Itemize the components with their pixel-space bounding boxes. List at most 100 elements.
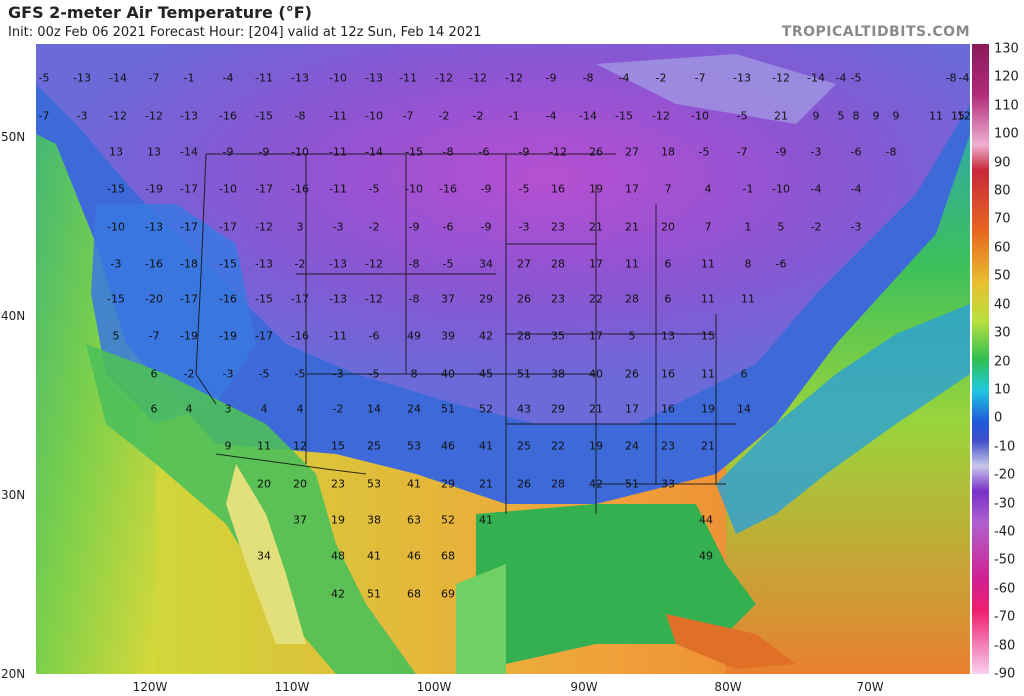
temperature-value: 69 (441, 587, 455, 601)
temperature-value: -6 (442, 220, 454, 234)
temperature-value: 17 (625, 182, 639, 196)
temperature-value: 22 (589, 292, 603, 306)
temperature-value: 12 (293, 439, 307, 453)
temperature-value: 22 (551, 439, 565, 453)
temperature-value: 33 (661, 477, 675, 491)
temperature-value: -10 (107, 220, 125, 234)
temperature-value: -8 (408, 292, 420, 306)
temperature-value: -5 (258, 367, 270, 381)
temperature-value: -11 (399, 71, 417, 85)
temperature-value: -12 (255, 220, 273, 234)
lon-label-90w: 90W (570, 680, 598, 694)
temperature-value: -3 (222, 367, 234, 381)
temperature-value: 12 (957, 109, 970, 123)
temperature-value: -5 (698, 145, 710, 159)
temperature-value: -9 (775, 145, 787, 159)
temperature-value: -3 (76, 109, 88, 123)
temperature-value: 38 (551, 367, 565, 381)
temperature-value: 11 (625, 257, 639, 271)
colorbar-tick: -40 (994, 524, 1016, 540)
temperature-value: -8 (582, 71, 594, 85)
temperature-value: 23 (551, 292, 565, 306)
temperature-value: 17 (625, 402, 639, 416)
temperature-value: 9 (812, 109, 820, 123)
temperature-value: 28 (551, 257, 565, 271)
temperature-value: 34 (257, 549, 271, 563)
temperature-value: -5 (850, 71, 862, 85)
temperature-value: -19 (180, 329, 198, 343)
temperature-value: 68 (441, 549, 455, 563)
temperature-value: 6 (664, 292, 672, 306)
colorbar-tick: 70 (994, 211, 1011, 227)
temperature-value: -14 (180, 145, 198, 159)
temperature-value: 9 (224, 439, 232, 453)
colorbar-tick: 130 (994, 41, 1019, 57)
temperature-value: 5 (112, 329, 120, 343)
temperature-value: -12 (505, 71, 523, 85)
temperature-value: 13 (661, 329, 675, 343)
temperature-value: 16 (661, 402, 675, 416)
temperature-value: -14 (365, 145, 383, 159)
temperature-value: -17 (219, 220, 237, 234)
temperature-value: -10 (691, 109, 709, 123)
lon-label-70w: 70W (856, 680, 884, 694)
temperature-value: -12 (549, 145, 567, 159)
colorbar-tick: 60 (994, 240, 1011, 256)
temperature-value: -2 (294, 257, 306, 271)
temperature-value: -12 (469, 71, 487, 85)
temperature-value: -12 (652, 109, 670, 123)
temperature-value: -3 (850, 220, 862, 234)
temperature-value: -12 (772, 71, 790, 85)
temperature-value: -13 (291, 71, 309, 85)
colorbar-tick: 120 (994, 69, 1019, 85)
temperature-value: -14 (109, 71, 127, 85)
temperature-value: 41 (367, 549, 381, 563)
temperature-value: -1 (183, 71, 195, 85)
temperature-value: 27 (517, 257, 531, 271)
temperature-value: 46 (441, 439, 455, 453)
colorbar-tick: -90 (994, 666, 1016, 682)
lon-label-80w: 80W (714, 680, 742, 694)
colorbar (972, 44, 989, 674)
temperature-value: -9 (222, 145, 234, 159)
colorbar-tick: 90 (994, 155, 1011, 171)
temperature-value: -13 (733, 71, 751, 85)
temperature-field (36, 44, 970, 674)
temperature-value: -7 (402, 109, 414, 123)
temperature-value: 29 (441, 477, 455, 491)
temperature-value: 41 (479, 513, 493, 527)
temperature-value: -17 (255, 329, 273, 343)
temperature-value: 63 (407, 513, 421, 527)
lat-label-40n: 40N (1, 309, 26, 323)
temperature-value: 29 (551, 402, 565, 416)
temperature-value: -2 (472, 109, 484, 123)
temperature-value: 5 (837, 109, 845, 123)
temperature-value: 37 (293, 513, 307, 527)
temperature-value: 15 (701, 329, 715, 343)
temperature-value: -16 (145, 257, 163, 271)
temperature-value: 21 (589, 402, 603, 416)
temperature-value: 6 (664, 257, 672, 271)
temperature-value: -11 (329, 145, 347, 159)
temperature-value: 9 (892, 109, 900, 123)
temperature-value: -6 (775, 257, 787, 271)
temperature-value: 21 (774, 109, 788, 123)
temperature-value: 15 (951, 109, 965, 123)
temperature-value: 29 (479, 292, 493, 306)
lat-label-30n: 30N (1, 488, 26, 502)
temperature-value: -6 (850, 145, 862, 159)
temperature-value: 4 (260, 402, 268, 416)
temperature-value: 1 (744, 220, 752, 234)
temperature-value: -7 (148, 71, 160, 85)
temperature-value: -7 (38, 109, 50, 123)
temperature-value: -10 (219, 182, 237, 196)
colorbar-tick: 10 (994, 382, 1011, 398)
temperature-value: 42 (479, 329, 493, 343)
temperature-value: -3 (810, 145, 822, 159)
temperature-value: 40 (589, 367, 603, 381)
temperature-value: -11 (329, 182, 347, 196)
map-title: GFS 2-meter Air Temperature (°F) (8, 3, 312, 22)
temperature-value: 23 (331, 477, 345, 491)
temperature-value: -4 (810, 182, 822, 196)
colorbar-tick: -30 (994, 496, 1016, 512)
